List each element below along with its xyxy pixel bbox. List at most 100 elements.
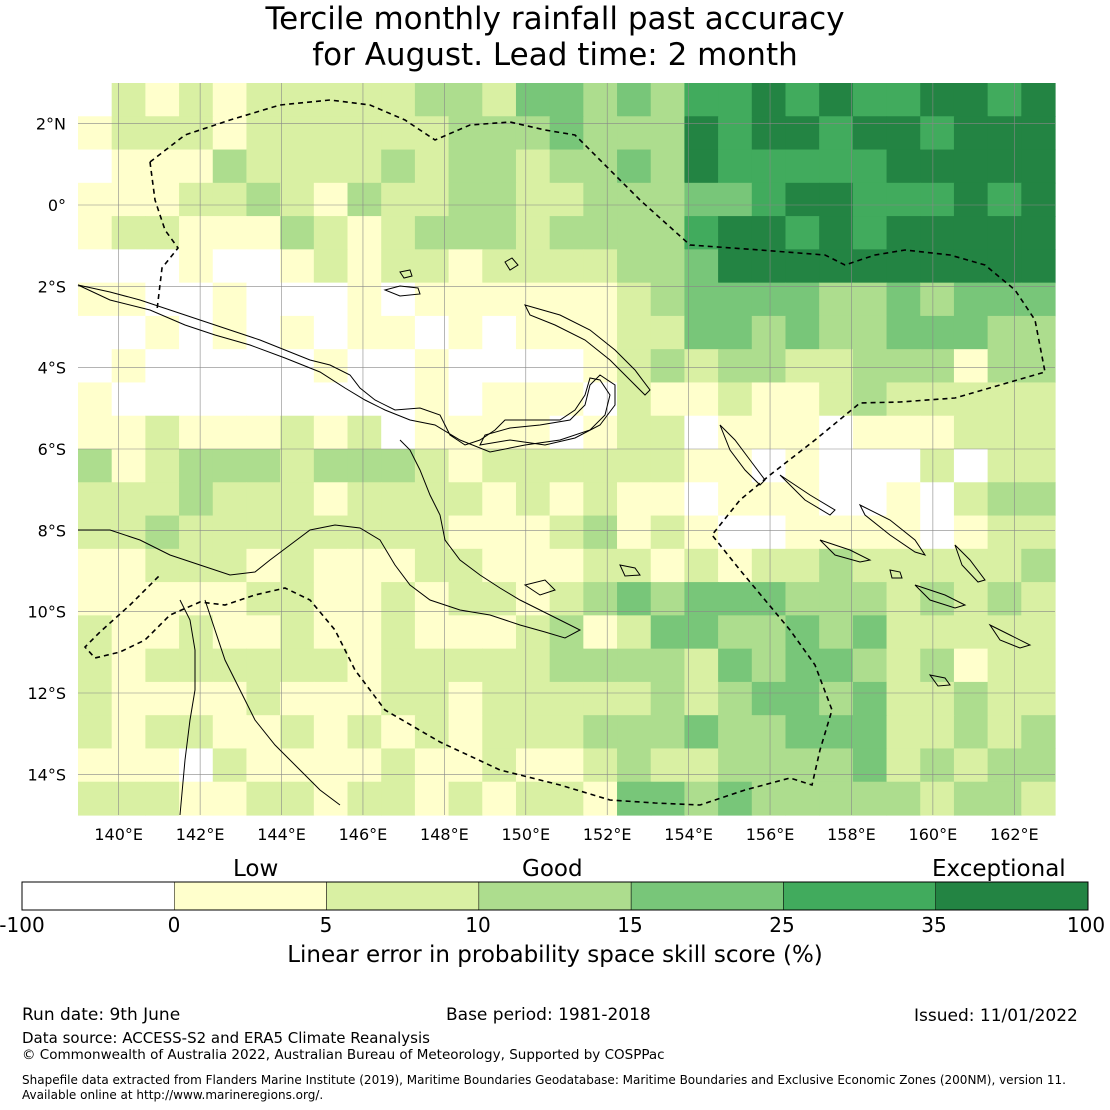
- skill-cell: [78, 748, 113, 783]
- skill-cell: [111, 216, 146, 250]
- skill-cell: [280, 382, 315, 417]
- coastline-cape-york: [179, 599, 196, 816]
- skill-cell: [650, 282, 686, 317]
- skill-cell: [1021, 83, 1056, 117]
- skill-cell: [78, 548, 113, 583]
- skill-cell: [280, 315, 315, 350]
- skill-cell: [78, 149, 113, 184]
- skill-cell: [1021, 715, 1056, 750]
- colorbar-segment: [478, 881, 632, 911]
- skill-cell: [751, 315, 787, 350]
- skill-cell: [886, 648, 921, 683]
- skill-cell: [886, 216, 921, 250]
- skill-cell: [179, 249, 214, 284]
- skill-cell: [347, 482, 382, 517]
- coastline-solomons-6: [954, 544, 986, 583]
- coastline-bougainville: [719, 424, 766, 486]
- skill-cell: [852, 449, 888, 483]
- skill-cell: [280, 249, 315, 284]
- skill-cell: [650, 182, 686, 217]
- coastline-solomons-4: [914, 584, 967, 609]
- skill-cell: [179, 216, 214, 250]
- skill-cell: [650, 615, 686, 650]
- skill-cell: [448, 648, 483, 683]
- skill-cell: [448, 582, 483, 616]
- skill-cell: [852, 83, 888, 117]
- skill-cell: [111, 648, 146, 683]
- skill-cell: [819, 216, 854, 250]
- skill-cell: [145, 116, 180, 151]
- skill-cell: [313, 748, 349, 783]
- skill-cell: [280, 715, 315, 750]
- skill-cell: [718, 315, 753, 350]
- skill-cell: [583, 315, 618, 350]
- skill-cell: [1021, 349, 1056, 384]
- skill-cell: [448, 349, 483, 384]
- skill-cell: [212, 315, 248, 350]
- skill-cell: [819, 748, 854, 783]
- skill-cell: [819, 548, 854, 583]
- skill-cell: [212, 681, 248, 716]
- skill-cell: [953, 582, 989, 616]
- skill-cell: [448, 116, 483, 151]
- skill-cell: [212, 449, 248, 483]
- skill-cell: [347, 282, 382, 317]
- skill-cell: [78, 715, 113, 750]
- skill-cell: [751, 449, 787, 483]
- skill-cell: [111, 349, 146, 384]
- skill-cell: [751, 282, 787, 317]
- skill-cell: [785, 415, 820, 450]
- skill-cell: [920, 116, 955, 151]
- skill-cell: [684, 681, 719, 716]
- skill-cell: [718, 615, 753, 650]
- skill-cell: [617, 648, 652, 683]
- skill-cell: [549, 449, 584, 483]
- skill-cell: [852, 515, 888, 550]
- coastline-solomons-2: [858, 503, 927, 556]
- skill-cell: [78, 249, 113, 284]
- skill-cell: [920, 548, 955, 583]
- skill-cell: [650, 748, 686, 783]
- skill-cell: [718, 216, 753, 250]
- skill-cell: [617, 315, 652, 350]
- skill-cell: [179, 449, 214, 483]
- skill-cell: [549, 349, 584, 384]
- skill-cell: [549, 216, 584, 250]
- skill-cell: [448, 482, 483, 517]
- skill-cell: [785, 548, 820, 583]
- skill-cell: [482, 83, 517, 117]
- skill-cell: [212, 781, 248, 816]
- skill-cell: [785, 216, 820, 250]
- colorbar-label-exceptional: Exceptional: [932, 856, 1066, 882]
- coastline-islet-1: [504, 257, 519, 271]
- skill-cell: [145, 415, 180, 450]
- skill-cell: [381, 681, 416, 716]
- skill-cell: [852, 482, 888, 517]
- colorbar-frame: [21, 881, 1089, 911]
- eez-line-west: [149, 161, 180, 311]
- skill-cell: [987, 781, 1022, 816]
- skill-cell: [953, 315, 989, 350]
- skill-cell: [179, 382, 214, 417]
- skill-cell: [414, 548, 450, 583]
- skill-cell: [280, 515, 315, 550]
- skill-cell: [684, 449, 719, 483]
- skill-cell: [684, 648, 719, 683]
- skill-cell: [852, 681, 888, 716]
- skill-cell: [549, 548, 584, 583]
- skill-cell: [684, 249, 719, 284]
- skill-cell: [886, 582, 921, 616]
- skill-cell: [313, 582, 349, 616]
- skill-cell: [987, 315, 1022, 350]
- skill-cell: [111, 681, 146, 716]
- skill-cell: [111, 415, 146, 450]
- skill-cell: [886, 182, 921, 217]
- skill-cell: [583, 382, 618, 417]
- skill-cell: [785, 449, 820, 483]
- skill-cell: [448, 182, 483, 217]
- skill-cell: [617, 249, 652, 284]
- skill-cell: [179, 515, 214, 550]
- skill-cell: [650, 681, 686, 716]
- skill-cell: [549, 615, 584, 650]
- skill-cell: [78, 182, 113, 217]
